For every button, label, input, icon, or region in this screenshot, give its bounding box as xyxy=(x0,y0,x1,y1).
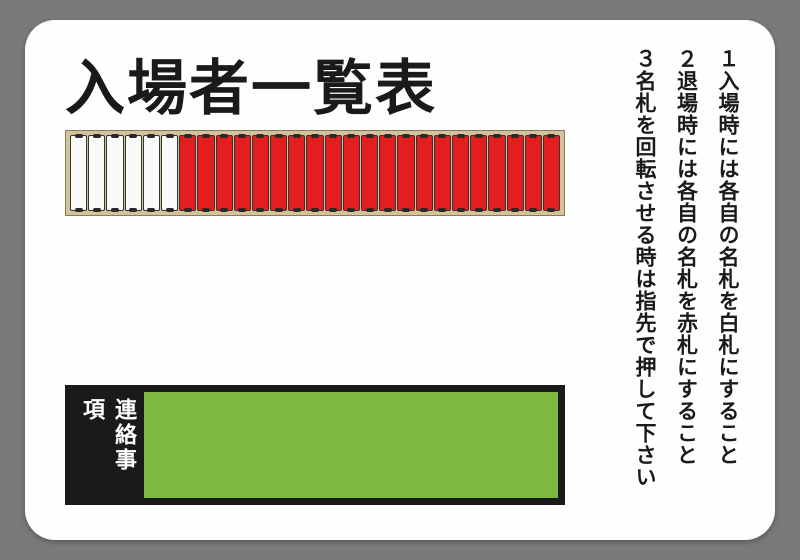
name-tag-red[interactable] xyxy=(416,135,433,211)
board-title: 入場者一覧表 xyxy=(65,40,437,127)
name-tag-red[interactable] xyxy=(470,135,487,211)
name-tag-red[interactable] xyxy=(179,135,196,211)
name-tag-white[interactable] xyxy=(125,135,142,211)
name-tag-red[interactable] xyxy=(234,135,251,211)
instruction-line-3: ３名札を回転させる時は指先で押して下さい xyxy=(629,48,661,488)
instruction-line-2: ２退場時には各自の名札を赤札にすること xyxy=(670,48,702,488)
name-tag-white[interactable] xyxy=(161,135,178,211)
name-tag-white[interactable] xyxy=(143,135,160,211)
notice-body xyxy=(144,392,558,498)
tag-rack xyxy=(65,130,565,216)
name-tag-red[interactable] xyxy=(397,135,414,211)
name-tag-red[interactable] xyxy=(325,135,342,211)
name-tag-red[interactable] xyxy=(288,135,305,211)
name-tag-white[interactable] xyxy=(70,135,87,211)
notice-box: 連絡事項 xyxy=(65,385,565,505)
attendance-board: 入場者一覧表 １入場時には各自の名札を白札にすること ２退場時には各自の名札を赤… xyxy=(25,20,775,540)
name-tag-red[interactable] xyxy=(488,135,505,211)
name-tag-red[interactable] xyxy=(543,135,560,211)
notice-label: 連絡事項 xyxy=(72,392,144,498)
name-tag-red[interactable] xyxy=(197,135,214,211)
instructions-panel: １入場時には各自の名札を白札にすること ２退場時には各自の名札を赤札にすること … xyxy=(629,48,744,488)
instruction-line-1: １入場時には各自の名札を白札にすること xyxy=(712,48,744,488)
name-tag-red[interactable] xyxy=(379,135,396,211)
name-tag-red[interactable] xyxy=(270,135,287,211)
name-tag-red[interactable] xyxy=(252,135,269,211)
name-tag-red[interactable] xyxy=(343,135,360,211)
name-tag-red[interactable] xyxy=(361,135,378,211)
name-tag-red[interactable] xyxy=(525,135,542,211)
name-tag-red[interactable] xyxy=(434,135,451,211)
name-tag-white[interactable] xyxy=(106,135,123,211)
name-tag-red[interactable] xyxy=(452,135,469,211)
name-tag-red[interactable] xyxy=(306,135,323,211)
name-tag-white[interactable] xyxy=(88,135,105,211)
name-tag-red[interactable] xyxy=(216,135,233,211)
name-tag-red[interactable] xyxy=(507,135,524,211)
